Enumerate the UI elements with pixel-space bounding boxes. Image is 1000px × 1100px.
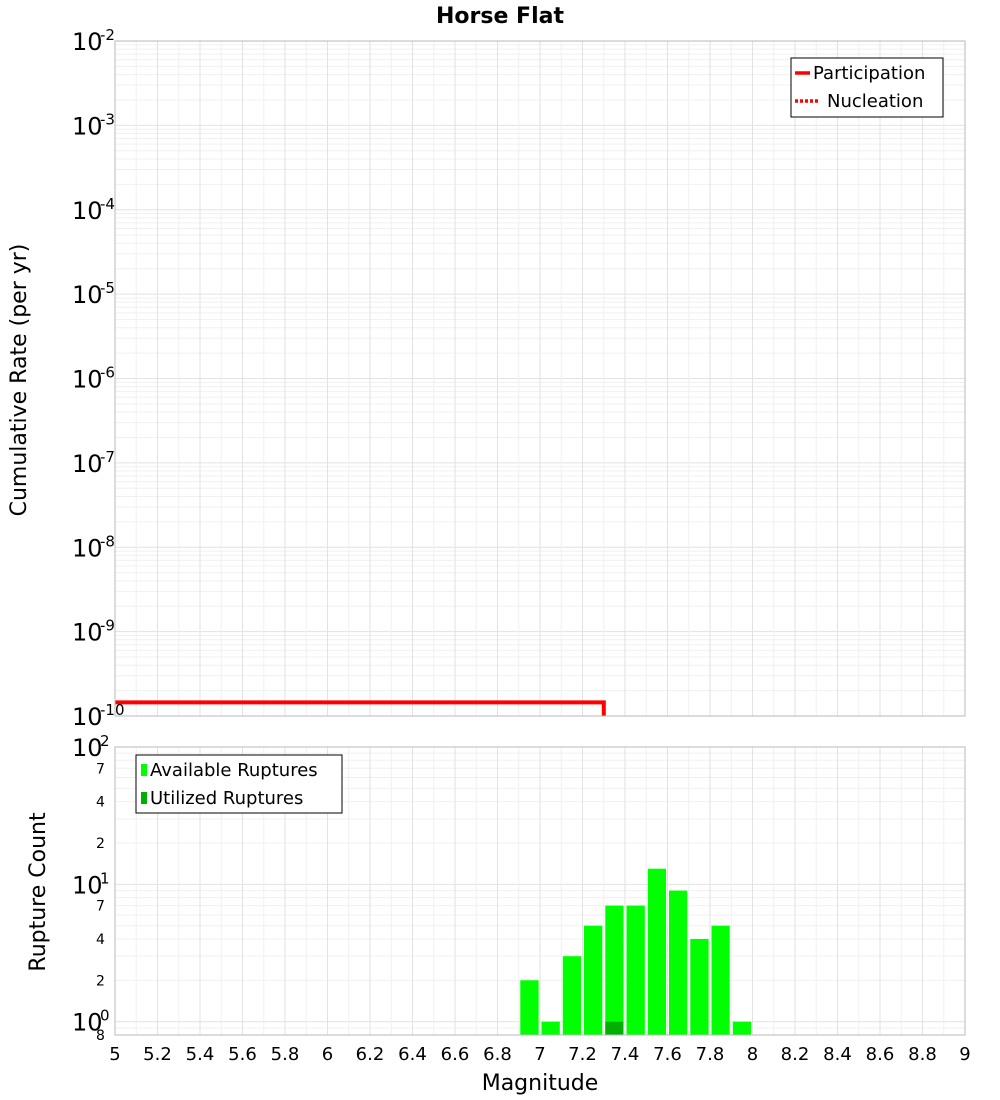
x-tick-label: 7.6 <box>653 1044 682 1065</box>
x-tick-label: 5.4 <box>186 1044 215 1065</box>
x-tick-label: 9 <box>959 1044 970 1065</box>
x-tick-label: 6.2 <box>356 1044 385 1065</box>
x-tick-label: 5.6 <box>228 1044 257 1065</box>
nucleation-legend-label: Nucleation <box>827 91 923 112</box>
top-y-tick-exponent: -8 <box>100 532 115 550</box>
available-rupture-bar <box>520 980 539 1035</box>
rupture-bars <box>520 868 751 1035</box>
top-y-tick-exponent: -10 <box>100 701 125 719</box>
available-rupture-bar <box>690 939 709 1035</box>
x-tick-labels: 5 5.2 5.4 5.6 5.8 6 6.2 6.4 6.6 6.8 7 7.2 7.4 7.6 7.8 8… <box>109 1044 970 1065</box>
x-tick-label: 7.8 <box>696 1044 725 1065</box>
top-y-tick-exponent: -3 <box>100 110 115 128</box>
x-tick-label: 8 <box>747 1044 758 1065</box>
chart-title: Horse Flat <box>436 4 564 29</box>
utilized-legend-swatch <box>141 792 147 804</box>
available-rupture-bar <box>711 925 730 1035</box>
bottom-y-tick-label: 10 <box>72 871 103 899</box>
top-y-tick-label: 10 <box>72 112 103 140</box>
available-rupture-bar <box>605 905 624 1035</box>
top-plot-frame <box>114 40 966 717</box>
bottom-y-tick-label: 10 <box>72 1009 103 1037</box>
top-y-tick-label: 10 <box>72 703 103 731</box>
x-tick-label: 5.2 <box>143 1044 172 1065</box>
bottom-legend: Available Ruptures Utilized Ruptures <box>135 754 343 814</box>
x-tick-label: 8.6 <box>866 1044 895 1065</box>
top-y-tick-label: 10 <box>72 534 103 562</box>
utilized-rupture-bar <box>605 1021 624 1035</box>
rate-lines <box>115 700 606 716</box>
top-y-tick-label: 10 <box>72 28 103 56</box>
top-y-tick-exponent: -9 <box>100 617 115 635</box>
x-tick-label: 6 <box>322 1044 333 1065</box>
bottom-legend-box <box>135 754 343 814</box>
available-rupture-bar <box>669 890 688 1035</box>
top-legend-box <box>790 57 944 118</box>
bottom-plot-frame <box>114 746 966 1036</box>
participation-line <box>115 700 606 716</box>
x-tick-label: 7 <box>534 1044 545 1065</box>
bottom-y-tick-label: 10 <box>72 734 103 762</box>
x-tick-label: 6.6 <box>441 1044 470 1065</box>
available-legend-label: Available Ruptures <box>150 760 318 781</box>
participation-legend-label: Participation <box>813 63 925 84</box>
top-y-tick-exponent: -5 <box>100 279 115 297</box>
utilized-legend-label: Utilized Ruptures <box>150 788 303 809</box>
top-y-tick-label: 10 <box>72 450 103 478</box>
available-rupture-bar <box>647 868 666 1035</box>
top-y-tick-label: 10 <box>72 281 103 309</box>
bottom-y-tick-exponent: 1 <box>100 869 110 887</box>
bottom-y-minor-tick-label: 4 <box>96 795 105 811</box>
x-tick-label: 5.8 <box>271 1044 300 1065</box>
bottom-y-tick-exponent: 0 <box>100 1007 110 1025</box>
available-rupture-bar <box>626 905 645 1035</box>
top-plot-grid <box>114 40 966 717</box>
x-tick-label: 8.2 <box>781 1044 810 1065</box>
top-y-axis-label: Cumulative Rate (per yr) <box>7 244 32 517</box>
top-y-tick-label: 10 <box>72 366 103 394</box>
x-tick-label: 7.4 <box>611 1044 640 1065</box>
available-rupture-bar <box>541 1021 560 1035</box>
top-y-tick-label: 10 <box>72 197 103 225</box>
bottom-y-minor-tick-label: 7 <box>96 899 105 915</box>
top-y-tick-exponent: -7 <box>100 448 115 466</box>
top-y-tick-exponent: -4 <box>100 195 115 213</box>
bottom-plot-grid <box>114 746 966 1035</box>
top-y-tick-label: 10 <box>72 619 103 647</box>
x-tick-label: 8.4 <box>823 1044 852 1065</box>
bottom-y-minor-tick-label: 4 <box>96 932 105 948</box>
available-rupture-bar <box>584 925 603 1035</box>
bottom-y-minor-tick-label: 7 <box>96 761 105 777</box>
x-tick-label: 8.8 <box>908 1044 937 1065</box>
x-axis-label: Magnitude <box>482 1071 599 1096</box>
top-y-tick-exponent: -2 <box>100 26 115 44</box>
x-tick-label: 6.8 <box>483 1044 512 1065</box>
top-legend: Participation Nucleation <box>790 57 944 118</box>
bottom-y-minor-tick-label: 2 <box>96 836 105 852</box>
bottom-y-axis-label: Rupture Count <box>26 812 51 972</box>
available-legend-swatch <box>141 764 147 776</box>
x-tick-label: 6.4 <box>398 1044 427 1065</box>
available-rupture-bar <box>732 1021 751 1035</box>
bottom-y-minor-tick-label: 8 <box>96 1028 105 1044</box>
x-tick-label: 7.2 <box>568 1044 597 1065</box>
available-rupture-bar <box>562 956 581 1035</box>
top-y-tick-exponent: -6 <box>100 364 115 382</box>
bottom-y-minor-tick-label: 2 <box>96 973 105 989</box>
bottom-y-tick-exponent: 2 <box>100 732 110 750</box>
x-tick-label: 5 <box>109 1044 120 1065</box>
